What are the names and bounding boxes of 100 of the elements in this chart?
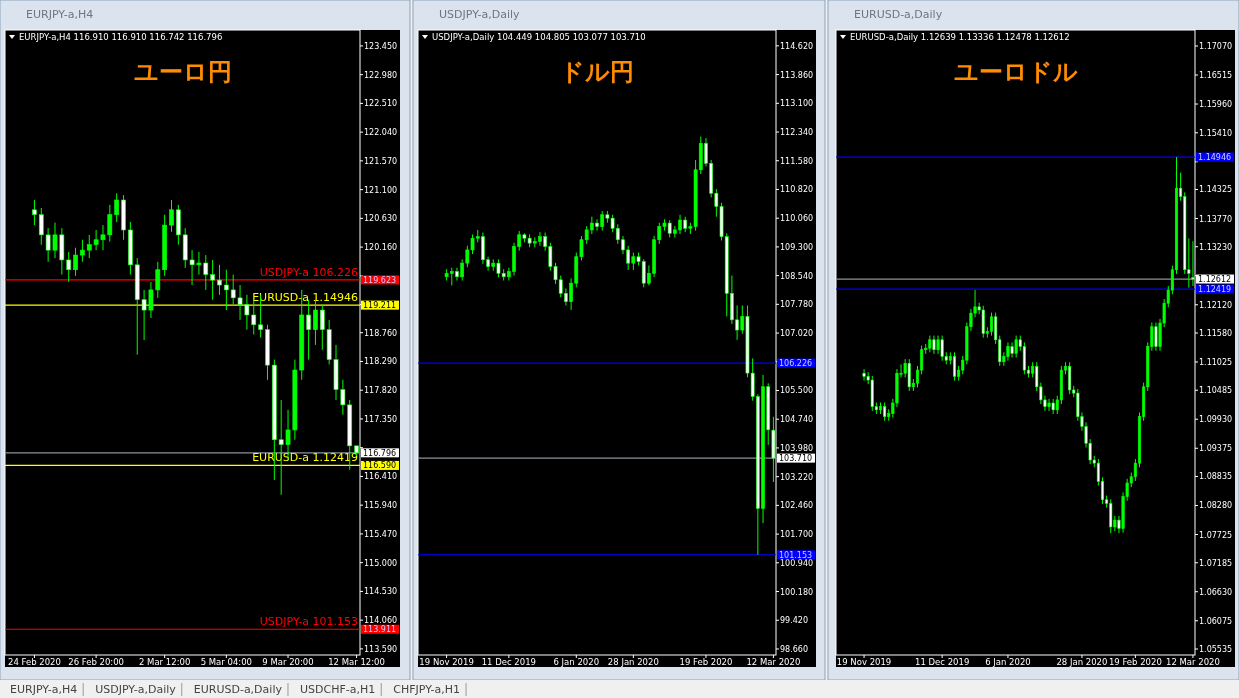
candlestick [217, 264, 222, 296]
candlestick [883, 402, 887, 422]
annotation: USDJPY-a,Daily 104.449 104.805 103.077 103.710 [432, 32, 646, 42]
x-tick-label: 28 Jan 2020 [607, 657, 659, 667]
ref-line-label: 1.14946 [1198, 153, 1232, 163]
y-tick-label: 110.820 [780, 185, 814, 195]
y-tick-label: 103.980 [780, 443, 814, 453]
y-tick-label: 115.940 [364, 501, 398, 511]
x-tick-label: 6 Jan 2020 [985, 657, 1031, 667]
candlestick [1022, 341, 1026, 375]
ref-line-label: 113.911 [363, 625, 397, 635]
annotation: EURJPY-a,H4 116.910 116.910 116.742 116.796 [19, 32, 223, 42]
y-tick-label: 1.06075 [1199, 616, 1233, 626]
candlestick [32, 199, 37, 226]
y-tick-label: 118.760 [364, 328, 398, 338]
y-tick-label: 111.580 [780, 156, 814, 166]
y-tick-label: 1.15960 [1199, 100, 1233, 110]
y-tick-label: 115.000 [364, 558, 398, 568]
candlestick [169, 199, 174, 233]
candlestick [907, 358, 911, 392]
y-tick-label: 122.510 [364, 99, 398, 109]
y-tick-label: 1.17070 [1199, 42, 1233, 51]
candlestick [306, 299, 311, 361]
y-tick-label: 114.620 [780, 41, 814, 51]
text: EURJPY-a,H4 [10, 683, 78, 696]
ref-line-label: 119.211 [363, 301, 397, 311]
y-tick-label: 1.05535 [1199, 644, 1233, 654]
y-tick-label: 114.530 [364, 587, 398, 597]
ref-line-label: 116.796 [363, 448, 397, 458]
ref-line-label: 103.710 [779, 454, 813, 464]
candlestick [313, 299, 318, 346]
candlestick [1154, 322, 1158, 352]
y-tick-label: 120.630 [364, 214, 398, 224]
annotation: USDJPY-a 106.226 [259, 265, 358, 279]
y-tick-label: 1.13230 [1199, 242, 1233, 252]
candlestick [1006, 341, 1010, 362]
y-tick-label: 118.290 [364, 357, 398, 367]
y-tick-label: 1.15410 [1199, 128, 1233, 138]
y-tick-label: 100.940 [780, 558, 814, 568]
text: ユーロドル [953, 58, 1078, 86]
x-tick-label: 12 Mar 2020 [746, 657, 801, 667]
text: EURUSD-a,Daily [193, 683, 283, 696]
x-tick-label: 11 Dec 2019 [481, 657, 536, 667]
y-tick-label: 101.700 [780, 530, 814, 540]
candlestick [932, 335, 936, 355]
y-tick-label: 1.16515 [1199, 71, 1233, 81]
text: USDJPY-a,Daily [95, 683, 177, 696]
candlestick [940, 335, 944, 362]
x-tick-label: 12 Mar 12:00 [328, 657, 385, 667]
candlestick [1014, 335, 1018, 359]
y-tick-label: 113.590 [364, 644, 398, 654]
y-tick-label: 114.060 [364, 616, 398, 626]
y-tick-label: 120.160 [364, 243, 398, 253]
x-tick-label: 19 Feb 2020 [1108, 657, 1162, 667]
y-tick-label: 109.300 [780, 242, 814, 252]
candlestick [1010, 341, 1014, 359]
y-tick-label: 1.11580 [1199, 328, 1233, 338]
y-tick-label: 115.470 [364, 529, 398, 539]
y-tick-label: 102.460 [780, 501, 814, 511]
y-tick-label: 1.06630 [1199, 587, 1233, 597]
chart-subtitle: EURJPY-a,H4 [26, 8, 94, 21]
candlestick [862, 368, 866, 382]
y-tick-label: 1.07725 [1199, 530, 1233, 540]
candlestick [952, 351, 957, 382]
ref-line-label: 101.153 [779, 550, 813, 560]
y-tick-label: 98.660 [780, 644, 808, 654]
ref-line-label: 116.590 [363, 461, 397, 471]
x-tick-label: 6 Jan 2020 [553, 657, 600, 667]
chart-subtitle: EURUSD-a,Daily [854, 8, 943, 21]
y-tick-label: 1.09930 [1199, 415, 1233, 425]
x-tick-label: 2 Mar 12:00 [138, 657, 191, 667]
y-tick-label: 104.740 [780, 415, 814, 425]
x-tick-label: 19 Nov 2019 [836, 657, 892, 667]
y-tick-label: 1.12120 [1199, 300, 1233, 310]
y-tick-label: 105.500 [780, 386, 814, 396]
chart-subtitle: USDJPY-a,Daily [439, 8, 521, 21]
text: ユーロ円 [133, 58, 232, 86]
y-tick-label: 108.540 [780, 271, 814, 281]
y-tick-label: 121.100 [364, 185, 398, 195]
x-tick-label: 11 Dec 2019 [915, 657, 970, 667]
y-tick-label: 107.780 [780, 300, 814, 310]
text: CHFJPY-a,H1 [393, 683, 461, 696]
y-tick-label: 112.340 [780, 128, 814, 138]
x-tick-label: 12 Mar 2020 [1166, 657, 1220, 667]
ref-line-label: 1.12612 [1198, 275, 1232, 285]
y-tick-label: 117.350 [364, 414, 398, 424]
y-tick-label: 1.10485 [1199, 386, 1233, 396]
text: ドル円 [560, 58, 634, 86]
x-tick-label: 28 Jan 2020 [1056, 657, 1108, 667]
y-tick-label: 1.11025 [1199, 358, 1233, 367]
y-tick-label: 113.100 [780, 99, 814, 109]
y-tick-label: 107.020 [780, 329, 814, 339]
y-tick-label: 99.420 [780, 616, 808, 626]
y-tick-label: 1.13770 [1199, 214, 1233, 224]
candlestick [989, 312, 994, 337]
y-tick-label: 113.860 [780, 70, 814, 80]
y-tick-label: 1.07185 [1199, 558, 1233, 568]
y-tick-label: 121.570 [364, 156, 398, 166]
x-tick-label: 19 Nov 2019 [419, 657, 474, 667]
candlestick [981, 305, 985, 339]
